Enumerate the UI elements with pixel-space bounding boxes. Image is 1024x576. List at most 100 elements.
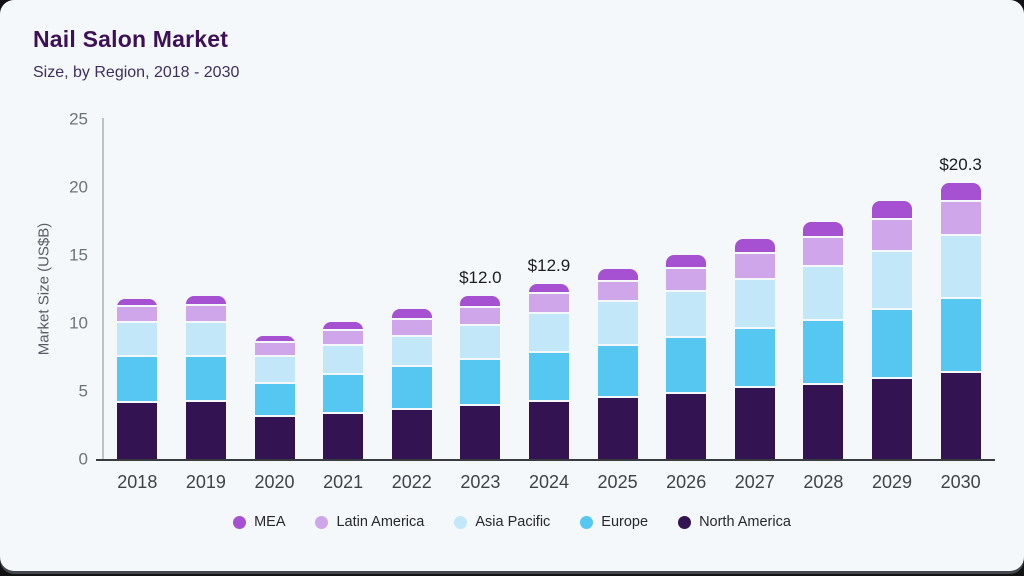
segment-asia-pacific [117, 323, 158, 358]
bar-slot-2030: $20.3 [926, 119, 995, 459]
bar-slot-2028 [789, 119, 858, 459]
bar-2030 [940, 182, 981, 459]
x-tick-label-2021: 2021 [323, 472, 364, 492]
x-tick-label-2020: 2020 [254, 472, 295, 492]
segment-asia-pacific [940, 235, 981, 300]
segment-asia-pacific [803, 266, 844, 321]
segment-north-america [666, 393, 707, 459]
y-tick-label: 5 [78, 381, 88, 401]
bar-2019 [185, 295, 226, 459]
segment-latin-america [185, 306, 226, 324]
bar-2027 [734, 239, 775, 459]
x-tick-label-2024: 2024 [528, 472, 569, 492]
segment-mea [597, 269, 638, 282]
segment-latin-america [254, 343, 295, 358]
segment-europe [940, 299, 981, 374]
legend-dot-asia-pacific [454, 515, 468, 529]
chart-title: Nail Salon Market [33, 26, 229, 52]
bar-2028 [803, 221, 844, 459]
x-tick-label-2022: 2022 [391, 472, 432, 492]
segment-mea [666, 255, 707, 270]
bars-layer: $12.0 $12.9 $20.3 [103, 119, 995, 459]
y-tick-label: 15 [69, 245, 88, 265]
segment-europe [734, 329, 775, 389]
x-axis-line [96, 459, 995, 461]
segment-mea [940, 182, 981, 202]
bar-2021 [323, 321, 364, 459]
x-tick-label-2026: 2026 [666, 472, 707, 492]
segment-latin-america [803, 238, 844, 267]
segment-asia-pacific [391, 336, 432, 368]
segment-europe [597, 346, 638, 398]
x-tick-label-2023: 2023 [460, 472, 501, 492]
segment-latin-america [391, 319, 432, 337]
legend-dot-latin-america [315, 515, 329, 529]
legend-item-latin-america: Latin America [315, 514, 424, 530]
segment-north-america [597, 397, 638, 459]
legend-dot-europe [580, 515, 594, 529]
segment-asia-pacific [597, 301, 638, 347]
value-label-2024: $12.9 [527, 255, 571, 275]
segment-europe [117, 357, 158, 404]
segment-mea [528, 283, 569, 294]
bar-slot-2027 [720, 119, 789, 459]
segment-asia-pacific [872, 251, 912, 311]
bar-2024 [528, 283, 569, 459]
segment-asia-pacific [528, 314, 569, 353]
y-tick-label: 10 [69, 313, 88, 333]
bar-2020 [254, 335, 295, 459]
legend-dot-north-america [678, 515, 692, 529]
y-tick-label: 20 [69, 177, 88, 197]
segment-north-america [940, 373, 981, 459]
segment-north-america [803, 384, 844, 459]
segment-north-america [117, 403, 158, 459]
segment-north-america [323, 414, 364, 459]
segment-latin-america [597, 281, 638, 302]
segment-north-america [254, 416, 295, 459]
segment-latin-america [528, 293, 569, 315]
segment-europe [872, 310, 912, 380]
bar-slot-2025 [583, 119, 652, 459]
segment-asia-pacific [734, 280, 775, 330]
x-tick-label-2027: 2027 [734, 472, 775, 492]
legend-item-mea: MEA [233, 514, 285, 530]
y-axis-line [102, 118, 104, 460]
x-tick-label-2029: 2029 [871, 472, 913, 492]
legend-item-asia-pacific: Asia Pacific [454, 514, 550, 530]
bar-2018 [117, 298, 158, 459]
bar-slot-2021 [309, 119, 378, 459]
segment-mea [185, 295, 226, 307]
bar-slot-2023: $12.0 [446, 119, 515, 459]
segment-mea [734, 239, 775, 254]
y-tick-label: 25 [69, 109, 88, 129]
segment-europe [666, 337, 707, 394]
segment-latin-america [872, 219, 912, 252]
segment-mea [803, 221, 844, 239]
segment-asia-pacific [185, 323, 226, 358]
segment-north-america [734, 388, 775, 459]
legend-label: MEA [254, 514, 286, 530]
x-tick-label-2030: 2030 [940, 472, 981, 492]
segment-latin-america [666, 269, 707, 292]
plot-area: $12.0 $12.9 $20.3 [103, 119, 995, 459]
segment-europe [528, 352, 569, 402]
segment-asia-pacific [323, 346, 364, 375]
segment-asia-pacific [254, 357, 295, 384]
segment-north-america [872, 379, 912, 459]
bar-slot-2018 [103, 119, 172, 459]
x-tick-label-2028: 2028 [803, 472, 844, 492]
x-tick-label-2025: 2025 [597, 472, 638, 492]
segment-europe [254, 383, 295, 417]
bar-slot-2029 [858, 119, 927, 459]
chart-subtitle: Size, by Region, 2018 - 2030 [33, 64, 240, 81]
segment-europe [185, 357, 226, 402]
y-axis: 0 5 10 15 20 25 [36, 111, 88, 468]
legend-item-europe: Europe [580, 514, 648, 530]
value-label-2030: $20.3 [939, 154, 982, 174]
segment-europe [323, 374, 364, 415]
bar-2029 [872, 201, 912, 459]
x-tick-label-2018: 2018 [117, 472, 158, 492]
x-tick-label-2019: 2019 [185, 472, 226, 492]
segment-mea [460, 295, 501, 309]
